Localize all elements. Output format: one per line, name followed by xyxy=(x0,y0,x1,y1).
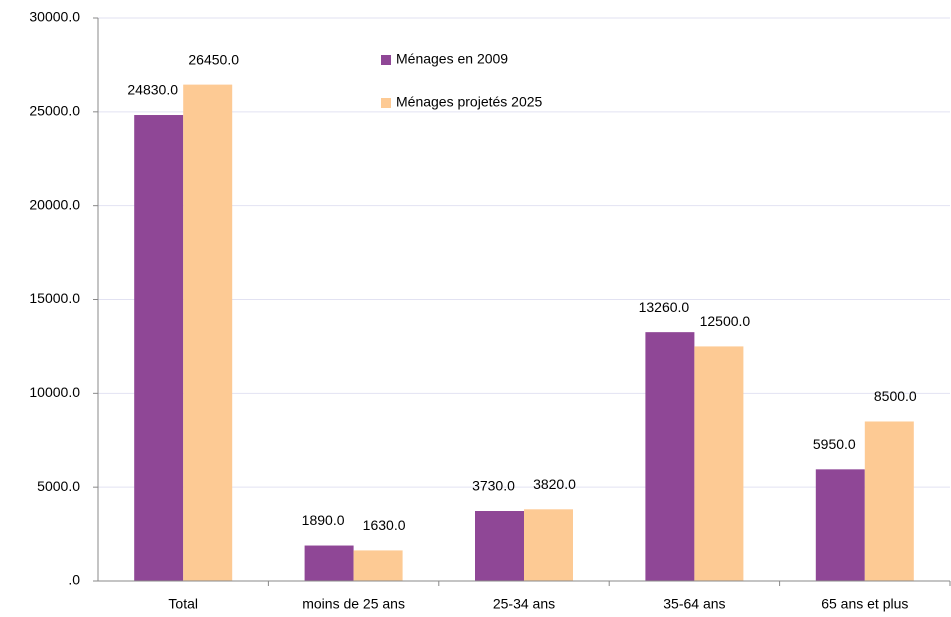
x-tick-label: moins de 25 ans xyxy=(302,596,405,612)
value-label: 13260.0 xyxy=(639,299,690,315)
x-tick-label: 65 ans et plus xyxy=(821,596,908,612)
legend-label: Ménages en 2009 xyxy=(396,51,508,67)
value-label: 3820.0 xyxy=(533,476,576,492)
bar xyxy=(645,332,695,581)
value-label: 8500.0 xyxy=(874,388,917,404)
y-tick-label: .0 xyxy=(68,572,80,588)
y-tick-label: 10000.0 xyxy=(29,384,80,400)
value-label: 1630.0 xyxy=(363,517,406,533)
bar xyxy=(815,469,865,581)
y-tick-label: 5000.0 xyxy=(37,478,80,494)
y-tick-label: 20000.0 xyxy=(29,196,80,212)
bar xyxy=(694,346,744,581)
value-label: 1890.0 xyxy=(302,512,345,528)
legend-swatch xyxy=(381,55,391,65)
bar xyxy=(304,545,354,581)
legend-label: Ménages projetés 2025 xyxy=(396,94,543,110)
value-label: 12500.0 xyxy=(700,313,751,329)
bar xyxy=(134,115,184,581)
x-tick-label: Total xyxy=(168,596,198,612)
y-tick-label: 30000.0 xyxy=(29,9,80,25)
bar xyxy=(864,421,914,581)
bar xyxy=(183,84,233,581)
legend-swatch xyxy=(381,98,391,108)
y-tick-label: 25000.0 xyxy=(29,103,80,119)
value-label: 5950.0 xyxy=(813,436,856,452)
value-label: 24830.0 xyxy=(127,82,178,98)
bar xyxy=(475,511,524,581)
bar xyxy=(353,550,403,581)
value-label: 3730.0 xyxy=(472,478,515,494)
bar xyxy=(524,509,573,581)
x-tick-label: 25-34 ans xyxy=(493,596,555,612)
value-label: 26450.0 xyxy=(188,51,239,67)
x-tick-label: 35-64 ans xyxy=(663,596,725,612)
y-tick-label: 15000.0 xyxy=(29,290,80,306)
